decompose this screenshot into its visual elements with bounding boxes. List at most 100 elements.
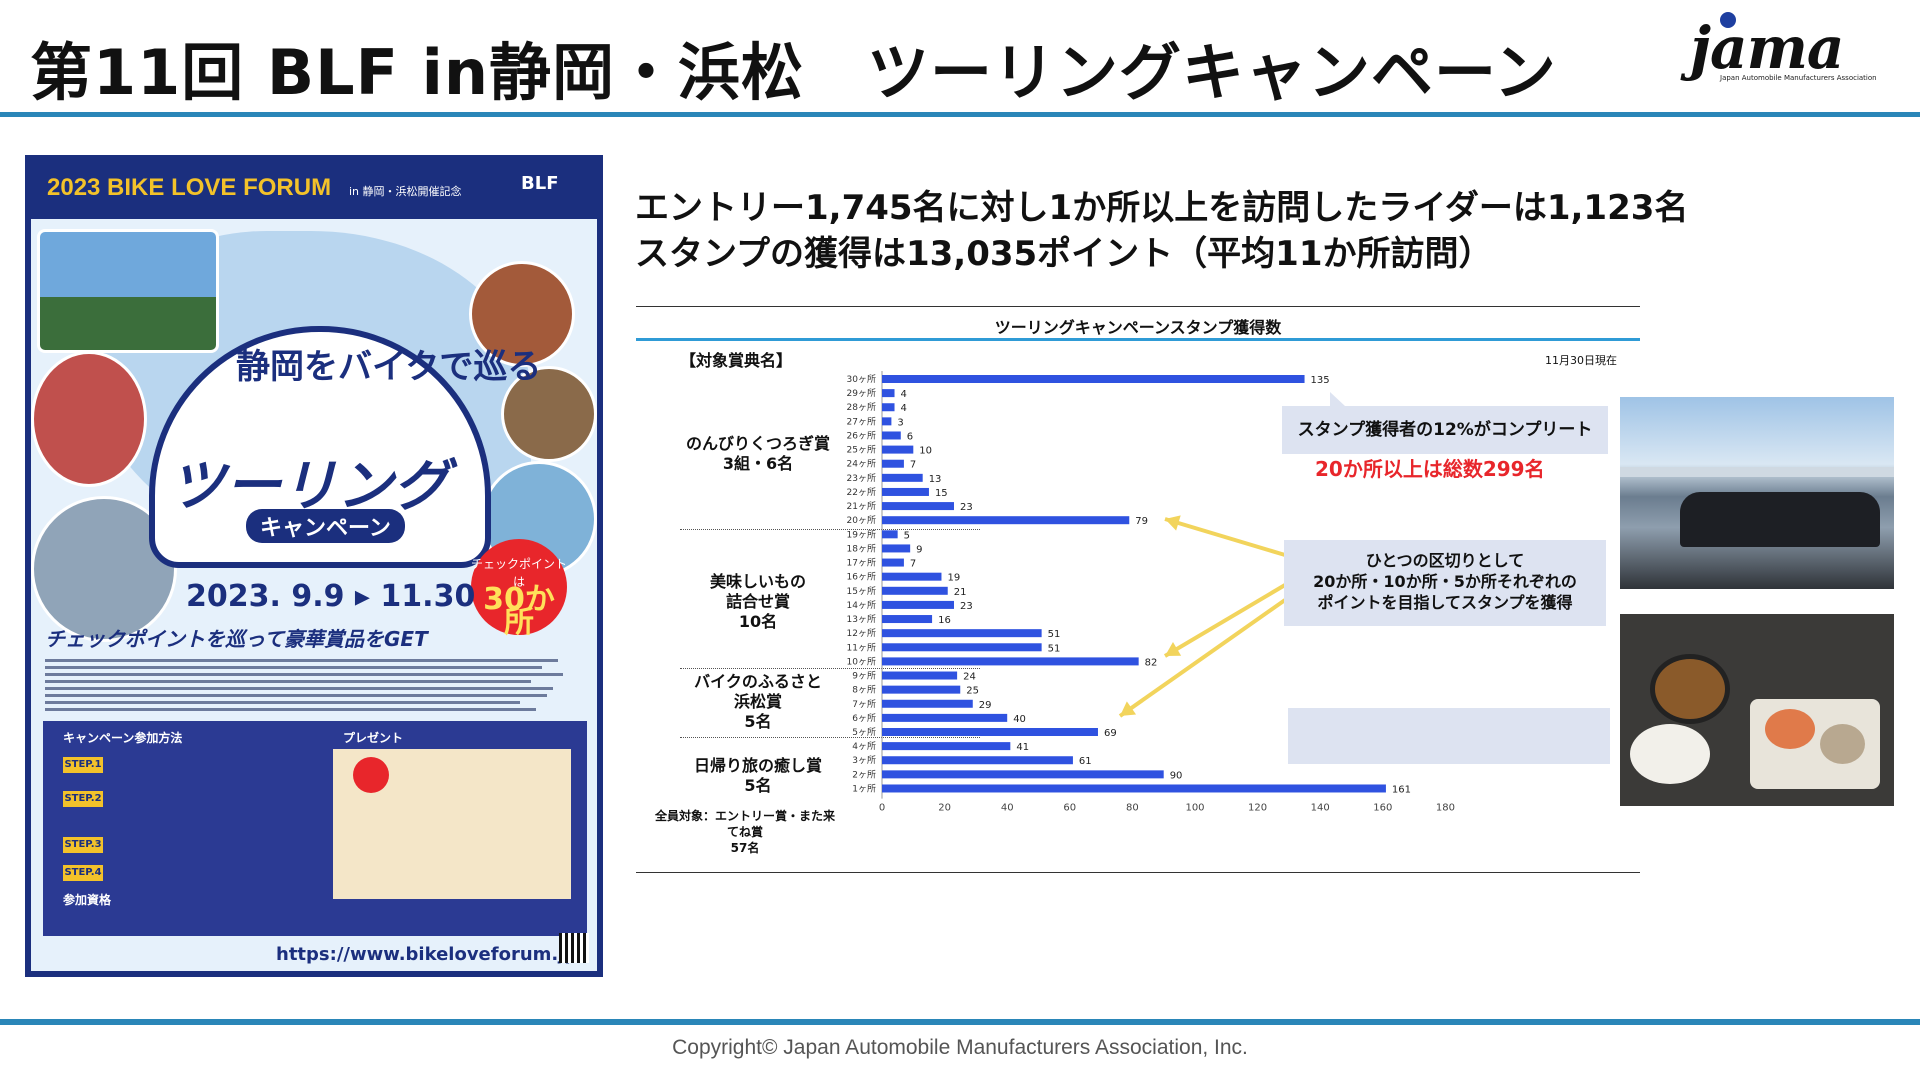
all-prize-line-2: 57名 xyxy=(730,841,760,855)
jama-logo-subtitle: Japan Automobile Manufacturers Associati… xyxy=(1720,74,1877,82)
bar xyxy=(882,544,911,553)
bar xyxy=(882,699,973,708)
group-divider-2 xyxy=(680,668,980,669)
y-tick-label: 26ヶ所 xyxy=(847,430,876,441)
data-label: 51 xyxy=(1048,643,1061,654)
callout-complete: スタンプ獲得者の12%がコンプリート xyxy=(1282,406,1608,454)
y-tick-label: 4ヶ所 xyxy=(852,741,876,752)
panel-how-to-join: キャンペーン参加方法 xyxy=(63,731,183,745)
y-tick-label: 1ヶ所 xyxy=(852,783,876,794)
data-label: 23 xyxy=(960,601,973,612)
photo-seafood xyxy=(31,351,147,487)
group-label-line: 詰合せ賞 xyxy=(725,592,790,611)
bar xyxy=(882,685,961,694)
callout-arrowhead xyxy=(1165,641,1182,656)
bar xyxy=(882,657,1139,666)
bar xyxy=(882,713,1008,722)
data-label: 29 xyxy=(979,700,992,711)
y-tick-label: 5ヶ所 xyxy=(852,727,876,738)
data-label: 7 xyxy=(910,460,916,471)
bar xyxy=(882,671,958,680)
y-tick-label: 25ヶ所 xyxy=(847,445,876,456)
y-tick-label: 29ヶ所 xyxy=(847,388,876,399)
data-label: 79 xyxy=(1135,516,1148,527)
y-tick-label: 14ヶ所 xyxy=(847,600,876,611)
data-label: 7 xyxy=(910,559,916,570)
group-divider-3 xyxy=(680,737,980,738)
data-label: 161 xyxy=(1392,784,1411,795)
y-tick-label: 9ヶ所 xyxy=(852,671,876,682)
callout-arrow xyxy=(1164,517,1286,557)
bar xyxy=(882,403,895,412)
copyright: Copyright© Japan Automobile Manufacturer… xyxy=(672,1036,1248,1059)
x-tick-label: 60 xyxy=(1063,803,1076,814)
y-tick-label: 6ヶ所 xyxy=(852,713,876,724)
bar xyxy=(882,629,1042,638)
logo-dot xyxy=(1720,12,1736,28)
headline-line-2: スタンプの獲得は13,035ポイント（平均11か所訪問） xyxy=(635,234,1493,274)
poster-header: 2023 BIKE LOVE FORUM in 静岡・浜松開催記念 BLF xyxy=(31,161,597,219)
bar xyxy=(882,431,901,440)
chart-date-note: 11月30日現在 xyxy=(1545,354,1617,367)
x-tick-label: 80 xyxy=(1126,803,1139,814)
bar xyxy=(882,770,1164,779)
data-label: 4 xyxy=(901,403,907,414)
callout-milestones: ひとつの区切りとして 20か所・10か所・5か所それぞれの ポイントを目指してス… xyxy=(1284,540,1606,626)
step-3: STEP.3 xyxy=(63,837,103,853)
data-label: 24 xyxy=(963,672,976,683)
y-tick-label: 19ヶ所 xyxy=(847,529,876,540)
checkpoint-badge-number: 30か所 xyxy=(483,582,555,640)
group-label: のんびりくつろぎ賞 3組・6名 xyxy=(678,434,838,474)
group-label-line: 浜松賞 xyxy=(733,692,782,711)
group-label-line: 5名 xyxy=(744,712,772,731)
chart-section-label: 【対象賞典名】 xyxy=(680,351,793,370)
x-tick-label: 140 xyxy=(1311,803,1330,814)
bar xyxy=(882,572,942,581)
checkpoint-badge-text: チェックポイントは xyxy=(471,557,568,589)
bar xyxy=(882,600,954,609)
bar xyxy=(882,459,904,468)
data-label: 4 xyxy=(901,389,907,400)
data-label: 23 xyxy=(960,502,973,513)
y-tick-label: 21ヶ所 xyxy=(847,501,876,512)
bar xyxy=(882,502,954,511)
qr-code-icon xyxy=(559,933,589,963)
page-title: 第11回 BLF in静岡・浜松 ツーリングキャンペーン xyxy=(30,36,1557,109)
data-label: 10 xyxy=(919,446,932,457)
y-tick-label: 3ヶ所 xyxy=(852,755,876,766)
bar xyxy=(882,516,1130,525)
bar xyxy=(882,389,895,398)
x-tick-label: 100 xyxy=(1185,803,1204,814)
y-tick-label: 18ヶ所 xyxy=(847,543,876,554)
data-label: 13 xyxy=(929,474,942,485)
group-label-line: 3組・6名 xyxy=(722,454,794,473)
bar xyxy=(882,728,1098,736)
callout-arrowhead xyxy=(1165,515,1181,531)
bar xyxy=(882,487,929,496)
headline: エントリー1,745名に対し1か所以上を訪問したライダーは1,123名 スタンプ… xyxy=(635,185,1688,277)
y-tick-label: 22ヶ所 xyxy=(847,487,876,498)
milestone-line-3: ポイントを目指してスタンプを獲得 xyxy=(1317,593,1573,612)
group-label: 美味しいもの 詰合せ賞 10名 xyxy=(678,572,838,632)
data-label: 6 xyxy=(907,431,913,442)
y-tick-label: 28ヶ所 xyxy=(847,402,876,413)
group-label-line: のんびりくつろぎ賞 xyxy=(685,434,830,453)
y-tick-label: 20ヶ所 xyxy=(847,515,876,526)
group-label-line: バイクのふるさと xyxy=(694,672,822,691)
y-tick-label: 16ヶ所 xyxy=(847,572,876,583)
chart-title: ツーリングキャンペーンスタンプ獲得数 xyxy=(994,318,1282,337)
y-tick-label: 17ヶ所 xyxy=(847,558,876,569)
callout-arrow xyxy=(1163,583,1287,658)
data-label: 51 xyxy=(1048,629,1061,640)
campaign-poster: 2023 BIKE LOVE FORUM in 静岡・浜松開催記念 BLF 静岡… xyxy=(25,155,603,977)
y-tick-label: 7ヶ所 xyxy=(852,699,876,710)
x-tick-label: 180 xyxy=(1436,803,1455,814)
panel-qualification: 参加資格 xyxy=(63,893,112,907)
x-tick-label: 0 xyxy=(879,803,885,814)
group-label: 日帰り旅の癒し賞 5名 xyxy=(678,756,838,796)
group-divider-1 xyxy=(680,529,980,530)
poster-title-2: ツーリング xyxy=(169,454,449,519)
poster-url: https://www.bikeloveforum.jp/ xyxy=(276,944,584,965)
data-label: 61 xyxy=(1079,756,1092,767)
